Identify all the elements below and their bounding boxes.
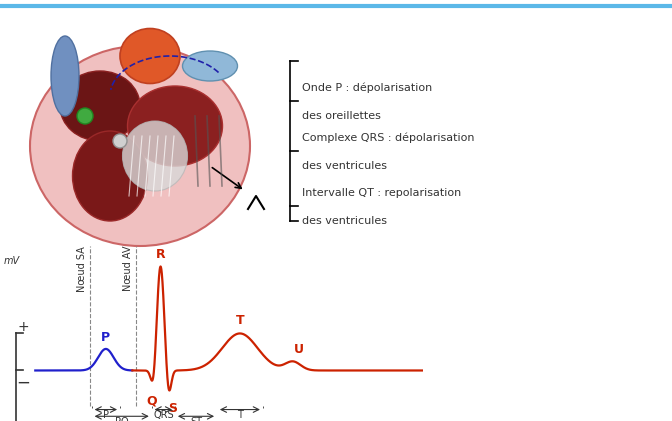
Text: Nœud SA: Nœud SA: [77, 246, 87, 292]
Text: P: P: [101, 330, 110, 344]
Text: Complexe QRS : dépolarisation: Complexe QRS : dépolarisation: [302, 133, 474, 143]
Text: des ventricules: des ventricules: [302, 161, 387, 171]
Text: des ventricules: des ventricules: [302, 216, 387, 226]
Text: QRS: QRS: [153, 410, 173, 420]
Ellipse shape: [128, 86, 222, 166]
Text: Onde P : dépolarisation: Onde P : dépolarisation: [302, 83, 432, 93]
Ellipse shape: [120, 29, 180, 83]
Text: −: −: [16, 373, 30, 392]
Text: ST: ST: [190, 417, 202, 421]
Text: Intervalle QT : repolarisation: Intervalle QT : repolarisation: [302, 188, 461, 198]
Text: Q: Q: [146, 394, 157, 407]
Text: P: P: [103, 410, 109, 420]
Text: U: U: [294, 343, 304, 356]
Text: R: R: [156, 248, 165, 261]
Text: T: T: [236, 314, 244, 327]
Text: PQ: PQ: [115, 417, 128, 421]
Text: mV: mV: [3, 256, 19, 266]
Text: des oreillettes: des oreillettes: [302, 111, 381, 121]
Text: Nœud AV: Nœud AV: [124, 246, 133, 291]
Text: +: +: [17, 320, 29, 334]
Text: T: T: [237, 410, 243, 420]
Ellipse shape: [51, 36, 79, 116]
Ellipse shape: [122, 121, 187, 191]
Ellipse shape: [73, 131, 147, 221]
Circle shape: [77, 108, 93, 124]
Circle shape: [113, 134, 127, 148]
Text: S: S: [169, 402, 177, 415]
Ellipse shape: [60, 71, 140, 141]
Ellipse shape: [30, 46, 250, 246]
Ellipse shape: [183, 51, 237, 81]
